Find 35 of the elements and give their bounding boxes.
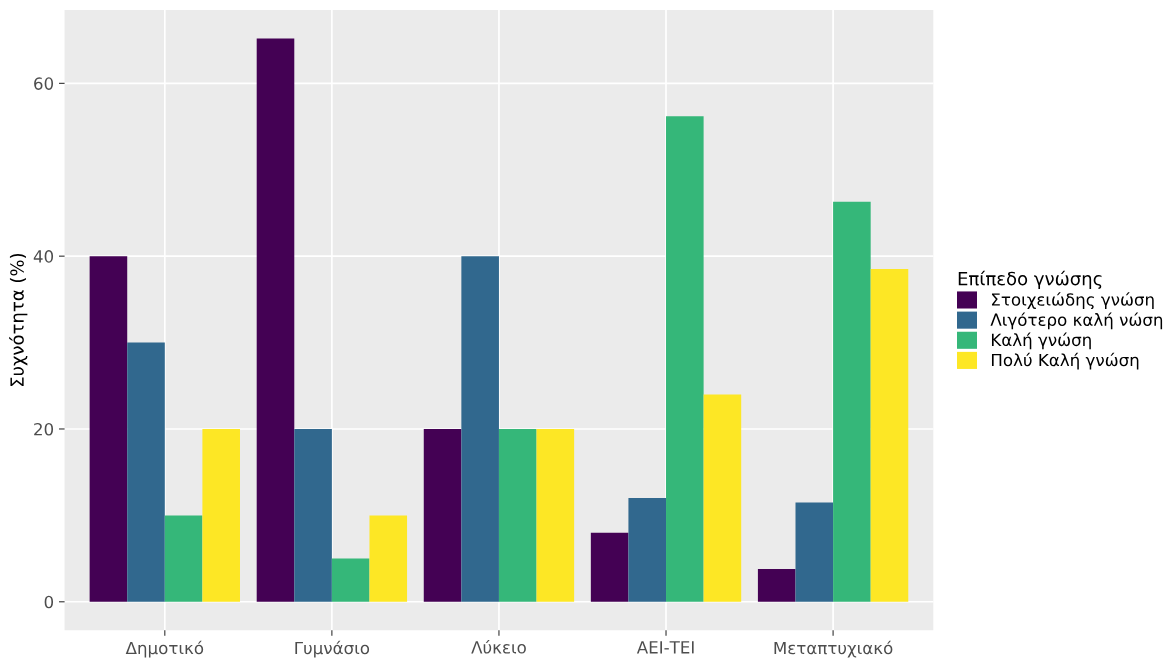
- x-tick-label: ΑΕΙ-ΤΕΙ: [636, 641, 694, 654]
- x-tick-label: Γυμνάσιο: [295, 640, 370, 658]
- legend-title: Επίπεδο γνώσης: [958, 270, 1102, 289]
- y-axis-title: Συχνότητα (%): [9, 253, 28, 387]
- bar: [536, 428, 575, 602]
- bar: [164, 515, 203, 602]
- bar: [256, 38, 295, 602]
- bar: [870, 269, 909, 602]
- x-tick-label: Δημοτικό: [125, 640, 204, 658]
- bar: [423, 428, 462, 602]
- x-tick-label: Λύκειο: [471, 640, 526, 654]
- legend-label: Στοιχειώδης γνώση: [991, 292, 1154, 310]
- bar: [590, 532, 629, 602]
- bar: [331, 558, 370, 602]
- y-tick-label: 0: [44, 595, 54, 609]
- bar: [757, 568, 796, 602]
- bar: [369, 515, 408, 602]
- legend-label: Καλή γνώση: [991, 332, 1091, 350]
- bar: [498, 428, 537, 602]
- bar: [703, 394, 742, 602]
- y-tick-label: 40: [33, 250, 54, 263]
- legend-label: Λιγότερο καλή νώση: [990, 312, 1163, 330]
- bar: [461, 256, 499, 602]
- bar: [127, 342, 165, 602]
- bar: [795, 502, 834, 602]
- y-tick-label: 20: [34, 422, 54, 436]
- bar: [202, 428, 240, 602]
- bar: [628, 498, 667, 602]
- bar: [294, 428, 332, 602]
- legend-label: Πολύ Καλή γνώση: [991, 352, 1139, 370]
- y-tick-label: 60: [34, 77, 54, 90]
- bar: [89, 256, 128, 602]
- bar: [666, 116, 704, 602]
- x-tick-label: Μεταπτυχιακό: [774, 640, 893, 658]
- bar: [833, 201, 871, 602]
